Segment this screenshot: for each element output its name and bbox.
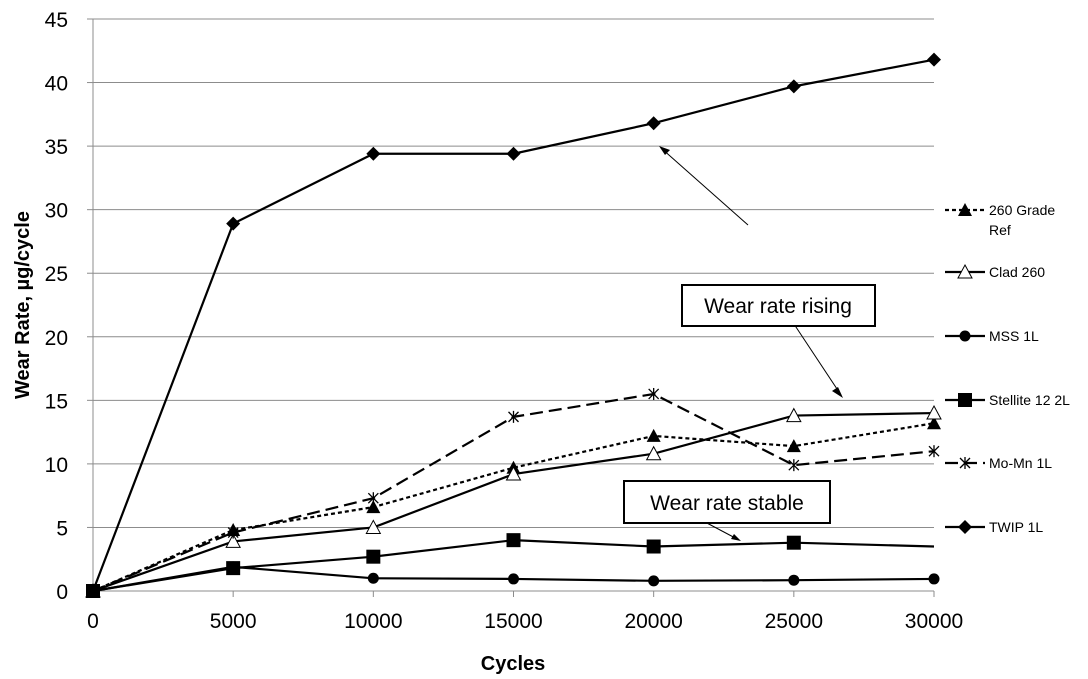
data-point bbox=[508, 410, 519, 423]
x-tick-labels: 0 5000 10000 15000 20000 25000 30000 bbox=[87, 610, 963, 633]
x-tick-label: 20000 bbox=[624, 610, 682, 633]
wear-rate-rising-box bbox=[681, 284, 876, 327]
data-point bbox=[506, 146, 521, 161]
data-point bbox=[227, 526, 239, 539]
data-point bbox=[225, 533, 242, 548]
legend-label: TWIP 1L bbox=[989, 519, 1043, 535]
y-tick-label: 35 bbox=[45, 136, 68, 159]
data-point bbox=[788, 574, 800, 586]
legend-item-mo-mn-1l: Mo-Mn 1L bbox=[945, 455, 1052, 471]
series-twip-1l bbox=[86, 52, 941, 598]
legend-item-mss-1l: MSS 1L bbox=[945, 328, 1039, 344]
rising-arrow-down-line bbox=[789, 317, 842, 396]
data-point bbox=[86, 584, 100, 598]
data-point bbox=[366, 500, 381, 514]
wear-rate-stable-label: Wear rate stable bbox=[650, 492, 804, 515]
data-point bbox=[366, 146, 381, 161]
legend-swatch-marker bbox=[958, 203, 972, 216]
legend-item-clad-260: Clad 260 bbox=[945, 263, 1045, 280]
data-point bbox=[927, 52, 941, 67]
data-point bbox=[648, 387, 660, 400]
y-tick-label: 45 bbox=[45, 9, 68, 32]
y-tick-label: 10 bbox=[45, 454, 68, 477]
legend-label: Mo-Mn 1L bbox=[989, 455, 1052, 471]
legend-label: Stellite 12 2L bbox=[989, 392, 1070, 408]
legend-swatch-marker bbox=[959, 330, 971, 342]
data-point bbox=[788, 459, 800, 472]
rising-arrowhead-up bbox=[659, 146, 670, 155]
data-point bbox=[646, 428, 661, 442]
data-point bbox=[506, 533, 521, 548]
stable-arrowhead bbox=[731, 534, 741, 541]
data-point bbox=[646, 539, 661, 554]
y-tick-label: 40 bbox=[45, 73, 68, 96]
data-point bbox=[648, 575, 660, 587]
data-point bbox=[928, 573, 940, 585]
x-tick-label: 30000 bbox=[905, 610, 963, 633]
x-tick-label: 15000 bbox=[484, 610, 542, 633]
data-point bbox=[785, 407, 802, 423]
y-axis-title: Wear Rate, µg/cycle bbox=[12, 211, 34, 399]
annotations: Wear rate rising Wear rate stable bbox=[623, 146, 876, 541]
data-point bbox=[926, 404, 942, 420]
rising-arrowhead-down bbox=[832, 387, 843, 398]
x-tick-label: 25000 bbox=[765, 610, 823, 633]
data-point bbox=[508, 573, 519, 585]
y-tick-label: 25 bbox=[45, 263, 68, 286]
legend-swatch-marker bbox=[957, 263, 973, 279]
legend-item-260-grade-ref: 260 Grade Ref bbox=[945, 202, 1055, 238]
data-point bbox=[786, 439, 801, 453]
x-tick-label: 10000 bbox=[344, 610, 402, 633]
gridlines bbox=[93, 18, 934, 528]
y-tick-labels: 0 5 10 15 20 25 30 35 40 45 bbox=[45, 9, 68, 604]
data-point bbox=[646, 116, 661, 131]
wear-rate-rising-label: Wear rate rising bbox=[704, 295, 852, 318]
data-point bbox=[367, 572, 379, 584]
y-tick-label: 0 bbox=[56, 581, 68, 604]
data-point bbox=[366, 549, 381, 564]
data-point bbox=[367, 492, 379, 505]
y-tick-label: 15 bbox=[45, 390, 68, 413]
legend-item-stellite-12-2l: Stellite 12 2L bbox=[945, 392, 1070, 408]
data-point bbox=[927, 416, 941, 430]
data-point bbox=[786, 535, 801, 550]
rising-arrow-up-line bbox=[660, 147, 749, 226]
data-point bbox=[928, 445, 940, 458]
y-tick-label: 5 bbox=[56, 517, 68, 540]
series-stellite-12-2l bbox=[86, 533, 935, 598]
legend-label: MSS 1L bbox=[989, 328, 1039, 344]
data-point bbox=[786, 79, 801, 94]
data-point bbox=[226, 561, 241, 576]
legend-swatch-marker bbox=[958, 393, 972, 407]
series-group bbox=[85, 52, 942, 598]
legend-swatch-marker bbox=[958, 520, 972, 534]
x-axis-title: Cycles bbox=[481, 653, 546, 675]
data-point bbox=[645, 445, 662, 461]
wear-rate-stable-box bbox=[623, 480, 831, 524]
x-tick-label: 5000 bbox=[210, 610, 257, 633]
legend-label: 260 Grade Ref bbox=[989, 202, 1055, 238]
data-point bbox=[365, 519, 382, 534]
y-tick-label: 30 bbox=[45, 200, 68, 223]
legend-swatch-marker bbox=[959, 457, 971, 469]
legend-item-twip-1l: TWIP 1L bbox=[945, 519, 1043, 535]
data-point bbox=[505, 466, 522, 481]
y-tick-label: 20 bbox=[45, 327, 68, 350]
x-tick-label: 0 bbox=[87, 610, 99, 633]
legend-label: Clad 260 bbox=[989, 264, 1045, 280]
data-point bbox=[226, 216, 241, 231]
legend: 260 Grade Ref Clad 260 MSS 1L Stellite 12 2L… bbox=[945, 202, 1070, 535]
